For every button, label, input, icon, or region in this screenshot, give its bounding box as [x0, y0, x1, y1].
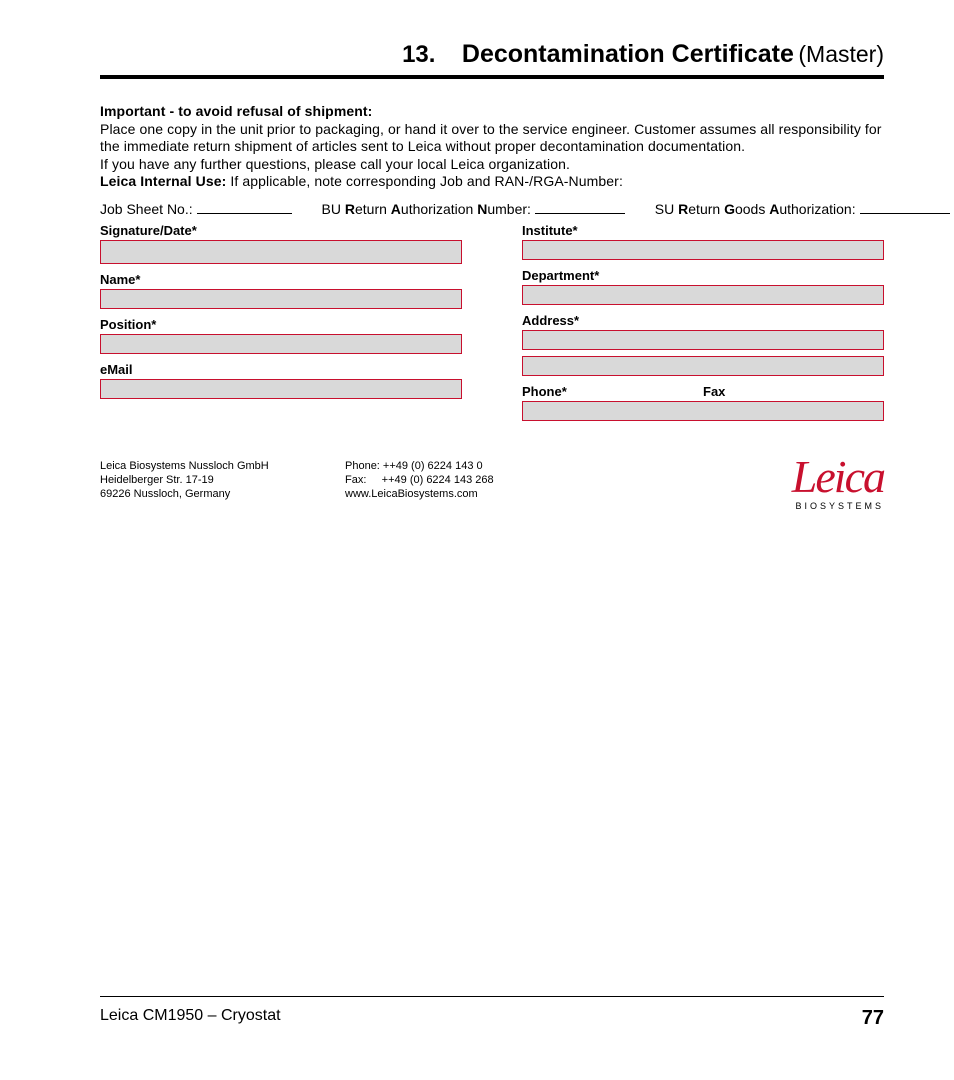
signature-field[interactable]: [100, 240, 462, 264]
section-title: Decontamination Certificate: [462, 40, 794, 68]
footer-product: Leica CM1950 – Cryostat: [100, 1007, 281, 1030]
page-footer: Leica CM1950 – Cryostat 77: [100, 996, 884, 1030]
position-label: Position*: [100, 317, 462, 332]
internal-use-label: Leica Internal Use:: [100, 173, 226, 189]
company-footer: Leica Biosystems Nussloch GmbH Heidelber…: [100, 459, 884, 513]
job-sheet-ref: Job Sheet No.:: [100, 201, 292, 217]
reference-row: Job Sheet No.: BU Return Authorization N…: [100, 201, 884, 217]
address-field-1[interactable]: [522, 330, 884, 350]
intro-heading: Important - to avoid refusal of shipment…: [100, 103, 372, 119]
page-number: 77: [862, 1007, 884, 1030]
internal-use-text: If applicable, note corresponding Job an…: [226, 173, 623, 189]
form-left-column: Signature/Date* Name* Position* eMail: [100, 223, 462, 429]
email-label: eMail: [100, 362, 462, 377]
logo-subtext: BIOSYSTEMS: [585, 501, 884, 513]
intro-text: Important - to avoid refusal of shipment…: [100, 103, 884, 191]
company-contact: Phone: ++49 (0) 6224 143 0 Fax: ++49 (0)…: [345, 459, 585, 513]
intro-line2: If you have any further questions, pleas…: [100, 156, 570, 172]
institute-label: Institute*: [522, 223, 884, 238]
email-field[interactable]: [100, 379, 462, 399]
su-rga-blank[interactable]: [860, 202, 950, 214]
name-label: Name*: [100, 272, 462, 287]
form-right-column: Institute* Department* Address* Phone* F…: [522, 223, 884, 429]
job-sheet-blank[interactable]: [197, 202, 292, 214]
address-label: Address*: [522, 313, 884, 328]
su-rga-ref: SU Return Goods Authorization:: [655, 201, 950, 217]
section-number: 13.: [402, 41, 435, 68]
department-field[interactable]: [522, 285, 884, 305]
company-address: Leica Biosystems Nussloch GmbH Heidelber…: [100, 459, 345, 513]
bu-ran-blank[interactable]: [535, 202, 625, 214]
intro-line1: Place one copy in the unit prior to pack…: [100, 121, 882, 155]
fax-label: Fax: [703, 384, 884, 399]
name-field[interactable]: [100, 289, 462, 309]
address-field-2[interactable]: [522, 356, 884, 376]
section-subtitle: (Master): [798, 41, 884, 67]
logo-script: Leica: [585, 459, 884, 496]
bu-ran-ref: BU Return Authorization Number:: [322, 201, 625, 217]
signature-label: Signature/Date*: [100, 223, 462, 238]
logo: Leica BIOSYSTEMS: [585, 459, 884, 513]
institute-field[interactable]: [522, 240, 884, 260]
phone-label: Phone*: [522, 384, 703, 399]
form-area: Signature/Date* Name* Position* eMail In…: [100, 223, 884, 429]
department-label: Department*: [522, 268, 884, 283]
phone-fax-field[interactable]: [522, 401, 884, 421]
page-header: 13. Decontamination Certificate (Master): [100, 40, 884, 79]
position-field[interactable]: [100, 334, 462, 354]
